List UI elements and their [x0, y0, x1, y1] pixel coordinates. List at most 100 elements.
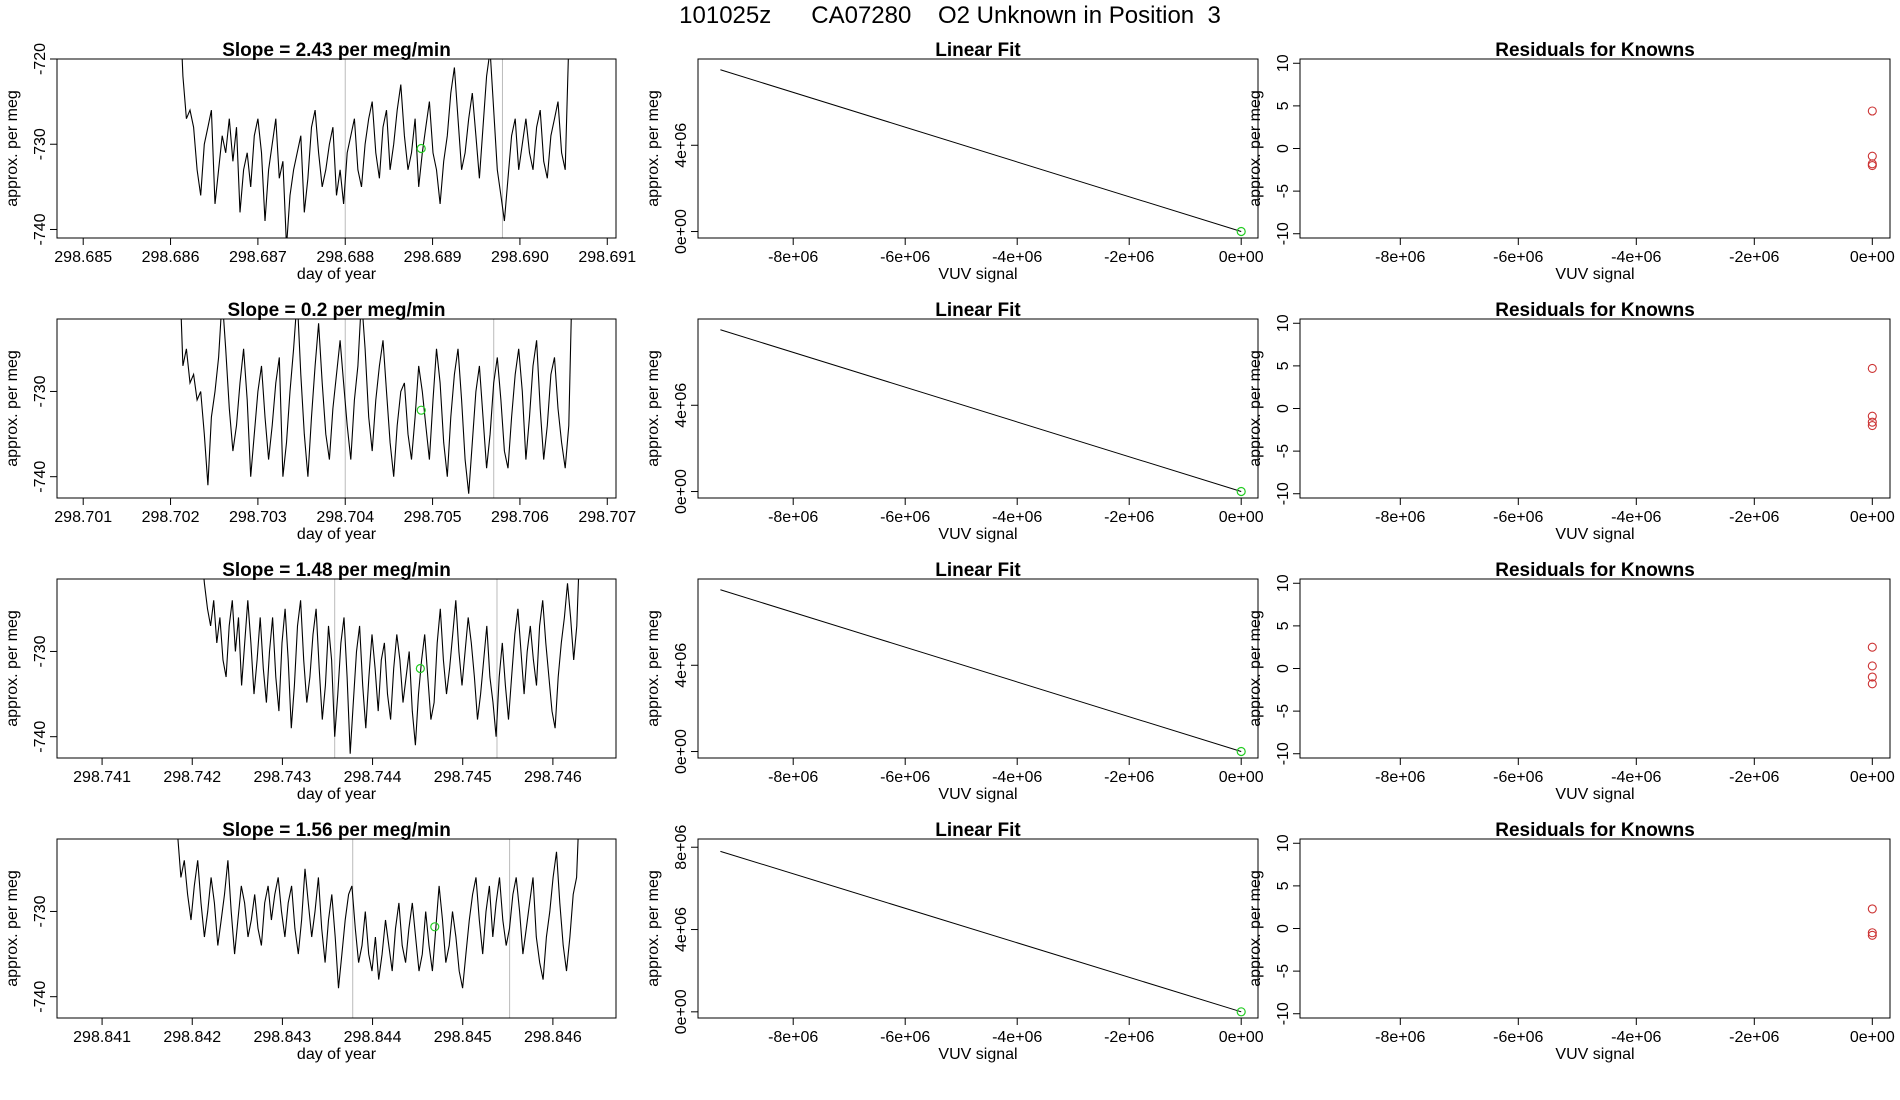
- y-axis-label: approx. per meg: [4, 90, 21, 207]
- y-axis-label: approx. per meg: [645, 870, 662, 987]
- x-tick-label: 0e+00: [1219, 769, 1264, 786]
- panel-title: Residuals for Knowns: [1495, 560, 1695, 581]
- residual-point: [1867, 904, 1877, 914]
- x-tick-label: -6e+06: [880, 1029, 930, 1046]
- plot-frame: [56, 318, 617, 499]
- y-tick-label: 0: [1275, 924, 1292, 933]
- figure-title: 101025z CA07280 O2 Unknown in Position 3: [679, 2, 1221, 29]
- residual-point: [1867, 417, 1877, 427]
- x-tick-label: 0e+00: [1850, 1029, 1895, 1046]
- x-axis-label: day of year: [297, 526, 377, 543]
- y-axis-label: approx. per meg: [4, 610, 21, 727]
- x-tick-label: 298.844: [344, 1029, 402, 1046]
- x-tick-label: 298.688: [316, 249, 374, 266]
- x-axis-label: VUV signal: [1555, 1046, 1634, 1063]
- residual-point: [1867, 106, 1877, 116]
- x-tick-label: -4e+06: [1611, 1029, 1661, 1046]
- panel-title: Slope = 1.56 per meg/min: [222, 820, 451, 841]
- data-layer: [203, 579, 580, 758]
- x-tick-label: -8e+06: [1375, 509, 1425, 526]
- x-axis-label: VUV signal: [938, 1046, 1017, 1063]
- y-tick-label: 5: [1275, 881, 1292, 890]
- y-axis-label: approx. per meg: [1247, 870, 1264, 987]
- trace-line: [181, 59, 569, 238]
- plot-frame: [697, 578, 1259, 759]
- panel-r3-time-series: Slope = 1.48 per meg/min 298.741 298.742 29…: [4, 560, 617, 803]
- y-tick-label: -740: [32, 461, 49, 493]
- x-tick-label: -6e+06: [880, 249, 930, 266]
- x-tick-label: -4e+06: [1611, 509, 1661, 526]
- residual-point: [1867, 420, 1877, 431]
- x-tick-label: -8e+06: [768, 1029, 818, 1046]
- y-tick-label: -730: [32, 128, 49, 160]
- y-tick-label: 4e+06: [673, 907, 690, 952]
- panel-r2-time-series: Slope = 0.2 per meg/min 298.701 298.702 298…: [4, 300, 636, 543]
- y-tick-label: 8e+06: [673, 825, 690, 870]
- y-tick-label: -720: [32, 43, 49, 75]
- fit-point: [1236, 226, 1246, 237]
- data-layer: [1867, 363, 1877, 431]
- data-layer: [1867, 904, 1877, 940]
- plot-frame: [697, 838, 1259, 1019]
- x-axis-label: VUV signal: [938, 526, 1017, 543]
- y-tick-label: -5: [1275, 964, 1292, 978]
- y-tick-label: 4e+06: [673, 123, 690, 168]
- x-axis-label: day of year: [297, 1046, 377, 1063]
- unknown-marker: [415, 663, 425, 674]
- residual-point: [1867, 928, 1877, 938]
- x-tick-label: -6e+06: [880, 509, 930, 526]
- x-axis-label: day of year: [297, 266, 377, 283]
- fit-point: [1236, 1007, 1246, 1017]
- y-tick-label: 10: [1275, 54, 1292, 72]
- y-tick-label: 0e+00: [673, 989, 690, 1034]
- x-tick-label: -2e+06: [1729, 1029, 1779, 1046]
- data-layer: [720, 589, 1246, 757]
- y-tick-label: 0e+00: [673, 469, 690, 514]
- data-layer: [180, 319, 572, 498]
- x-tick-label: -8e+06: [768, 769, 818, 786]
- x-tick-label: 0e+00: [1219, 249, 1264, 266]
- panel-title: Residuals for Knowns: [1495, 300, 1695, 321]
- x-tick-label: -2e+06: [1104, 509, 1154, 526]
- y-tick-label: 4e+06: [673, 643, 690, 688]
- unknown-marker: [430, 922, 440, 932]
- x-tick-label: -8e+06: [1375, 1029, 1425, 1046]
- y-tick-label: 0: [1275, 404, 1292, 413]
- x-tick-label: -2e+06: [1104, 769, 1154, 786]
- y-tick-label: 0: [1275, 664, 1292, 673]
- x-tick-label: -8e+06: [768, 249, 818, 266]
- data-layer: [720, 850, 1246, 1017]
- x-tick-label: 298.705: [404, 509, 462, 526]
- x-tick-label: -2e+06: [1729, 509, 1779, 526]
- panel-title: Linear Fit: [935, 820, 1021, 841]
- plot-frame: [56, 578, 617, 759]
- y-tick-label: -740: [32, 213, 49, 245]
- fit-line: [720, 69, 1242, 233]
- x-tick-label: -4e+06: [1611, 249, 1661, 266]
- residual-point: [1867, 160, 1877, 171]
- x-tick-label: -2e+06: [1104, 249, 1154, 266]
- x-tick-label: -6e+06: [880, 769, 930, 786]
- x-axis-label: VUV signal: [938, 786, 1017, 803]
- panel-r2-linear-fit: Linear Fit -8e+06 -6e+06 -4e+06 -2e+06 0e+00 0…: [645, 300, 1264, 543]
- panel-r3-residuals: Residuals for Knowns -8e+06 -6e+06 -4e+06 -2…: [1247, 560, 1895, 803]
- residual-point: [1867, 930, 1877, 940]
- plot-frame: [697, 58, 1259, 239]
- plot-frame: [1299, 58, 1891, 239]
- y-axis-label: approx. per meg: [1247, 350, 1264, 467]
- data-layer: [1867, 106, 1877, 171]
- x-tick-label: 0e+00: [1850, 509, 1895, 526]
- y-axis-label: approx. per meg: [4, 870, 21, 987]
- x-tick-label: 298.741: [73, 769, 131, 786]
- y-tick-label: 10: [1275, 834, 1292, 852]
- x-tick-label: -6e+06: [1493, 509, 1543, 526]
- y-tick-label: 0e+00: [673, 209, 690, 254]
- y-tick-label: -730: [32, 895, 49, 927]
- x-tick-label: 298.704: [316, 509, 374, 526]
- panel-r4-linear-fit: Linear Fit -8e+06 -6e+06 -4e+06 -2e+06 0e+00 0…: [645, 820, 1264, 1063]
- fit-point: [1236, 486, 1246, 497]
- y-tick-label: -740: [32, 721, 49, 753]
- unknown-marker: [416, 143, 426, 154]
- panel-r2-residuals: Residuals for Knowns -8e+06 -6e+06 -4e+06 -2…: [1247, 300, 1895, 543]
